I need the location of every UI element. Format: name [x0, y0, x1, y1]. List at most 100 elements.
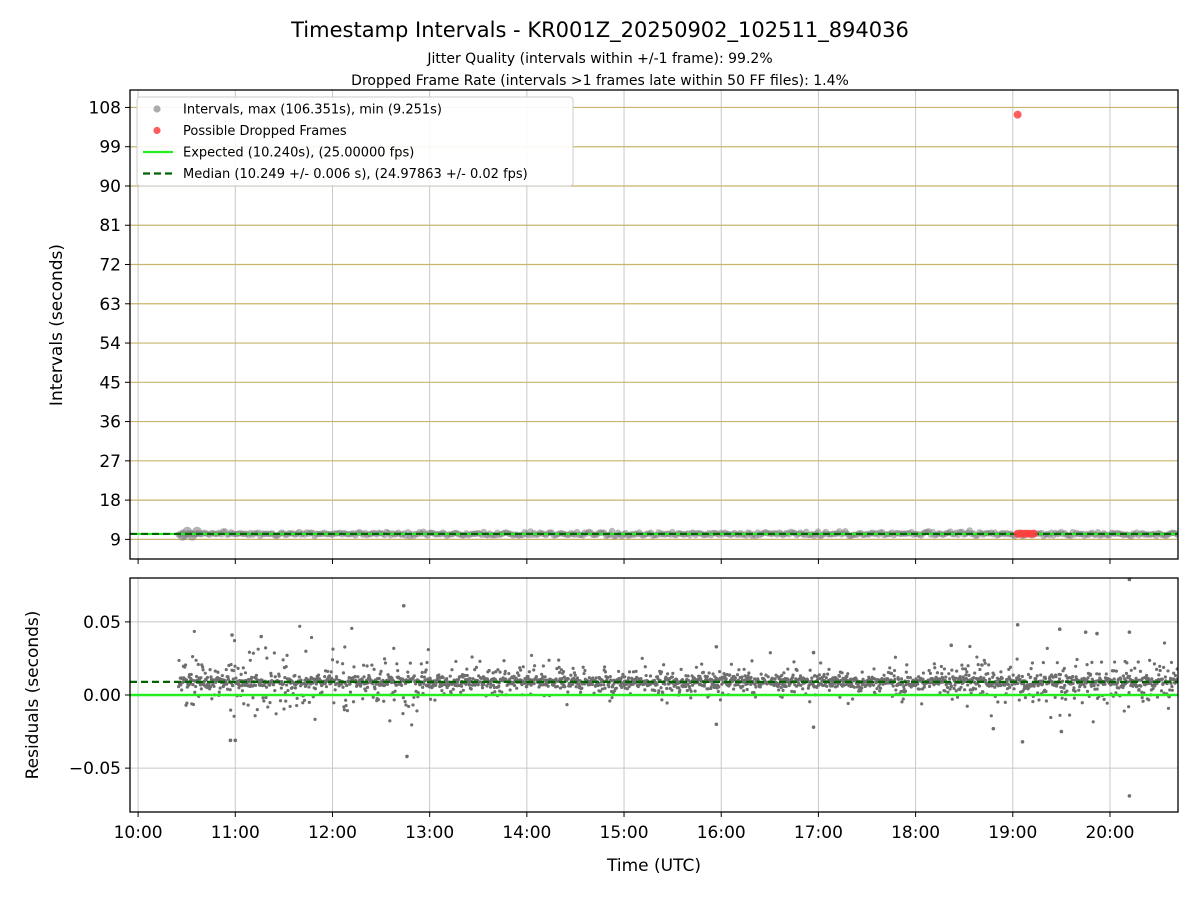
residual-point [827, 688, 831, 692]
residual-point [976, 682, 980, 686]
residual-point [1049, 715, 1053, 720]
residual-point [1138, 669, 1143, 673]
residual-point [749, 682, 753, 687]
residual-point [670, 688, 674, 692]
residual-point [225, 687, 230, 691]
residual-point [662, 663, 666, 667]
residual-point [543, 675, 547, 679]
residual-point [826, 672, 830, 676]
residual-point [1090, 677, 1094, 681]
residual-point [640, 656, 644, 660]
residual-point [795, 668, 799, 672]
residual-point [901, 697, 905, 701]
residual-point [1151, 687, 1155, 691]
residual-point [1163, 675, 1167, 679]
residual-point [792, 690, 797, 694]
residual-point [594, 676, 598, 680]
residuals-y-tick-label: −0.05 [69, 759, 121, 779]
residual-point [1113, 660, 1117, 664]
residual-point [232, 639, 237, 643]
time-x-tick-label: 13:00 [405, 823, 454, 843]
residual-point [1041, 660, 1045, 665]
residual-point [571, 682, 575, 686]
residual-point [873, 677, 877, 681]
residual-point [871, 683, 876, 687]
residual-point [1074, 675, 1078, 679]
residual-point [555, 684, 559, 689]
residual-point [1112, 677, 1116, 681]
residual-point [261, 696, 265, 700]
residual-point [1117, 686, 1121, 690]
residual-point [378, 672, 382, 676]
residual-point [1124, 671, 1129, 675]
residual-point [449, 691, 453, 695]
residual-point [406, 674, 410, 679]
residual-point [365, 685, 370, 689]
residual-point [371, 695, 375, 699]
residual-point [327, 674, 332, 678]
residual-point [694, 665, 699, 669]
residual-point [1008, 685, 1012, 689]
residual-point [653, 689, 657, 693]
residual-point [473, 668, 477, 672]
residual-point [1006, 682, 1010, 687]
residual-point [965, 704, 969, 708]
residual-point [1083, 685, 1087, 689]
residual-point [487, 668, 491, 673]
residual-point [295, 696, 299, 700]
residual-point [775, 681, 779, 685]
residual-point [687, 685, 692, 689]
residual-point [191, 682, 195, 687]
residual-point [1114, 691, 1118, 695]
residual-point [639, 677, 643, 681]
residual-point [1133, 666, 1137, 670]
residual-point [711, 672, 715, 676]
residual-point [268, 701, 272, 705]
residual-point [913, 684, 918, 688]
residual-point [1127, 705, 1131, 709]
residual-point [374, 682, 378, 686]
residual-point [830, 684, 835, 688]
residual-point [683, 684, 688, 689]
residual-point [953, 683, 957, 687]
residual-point [1141, 699, 1145, 703]
residual-point [740, 675, 744, 679]
residual-point [689, 689, 693, 693]
time-x-axis-label: Time (UTC) [606, 856, 701, 876]
residual-point [714, 676, 719, 681]
residual-point [330, 658, 335, 662]
residual-point [987, 684, 991, 688]
residual-point [940, 671, 944, 676]
residual-point [283, 675, 287, 680]
residual-point [968, 644, 972, 649]
residuals-y-axis-label: Residuals (seconds) [23, 611, 43, 780]
residual-point [627, 685, 631, 689]
residual-point [917, 687, 922, 691]
residual-point [464, 682, 468, 686]
residual-point [824, 676, 828, 680]
residual-point [240, 684, 244, 688]
residual-point [243, 671, 248, 675]
residual-point [441, 676, 445, 680]
residual-point [348, 682, 352, 686]
residual-point [190, 655, 195, 659]
residual-point [412, 674, 416, 678]
residual-point [333, 688, 337, 692]
residual-point [1168, 688, 1172, 692]
residual-point [1090, 660, 1094, 665]
residual-point [527, 670, 531, 674]
residual-point [279, 686, 283, 690]
residual-point [295, 703, 299, 708]
residual-point [732, 687, 736, 691]
residual-point [745, 687, 749, 692]
residual-point [526, 674, 530, 679]
residual-point [602, 665, 607, 669]
residual-point [1112, 669, 1116, 673]
residual-point [340, 662, 345, 666]
residual-point [569, 673, 573, 677]
residual-point [345, 683, 349, 687]
residual-point [563, 685, 567, 689]
residual-point [264, 685, 269, 689]
residual-point [976, 663, 980, 667]
